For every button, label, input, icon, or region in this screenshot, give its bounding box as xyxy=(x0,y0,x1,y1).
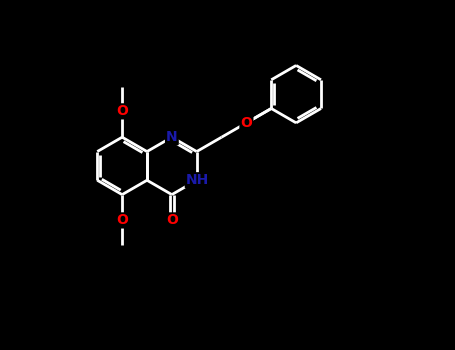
Text: O: O xyxy=(116,214,128,228)
Text: O: O xyxy=(166,214,178,228)
Text: NH: NH xyxy=(186,173,209,187)
Text: O: O xyxy=(116,104,128,118)
Text: O: O xyxy=(241,116,253,130)
Text: N: N xyxy=(166,130,177,144)
